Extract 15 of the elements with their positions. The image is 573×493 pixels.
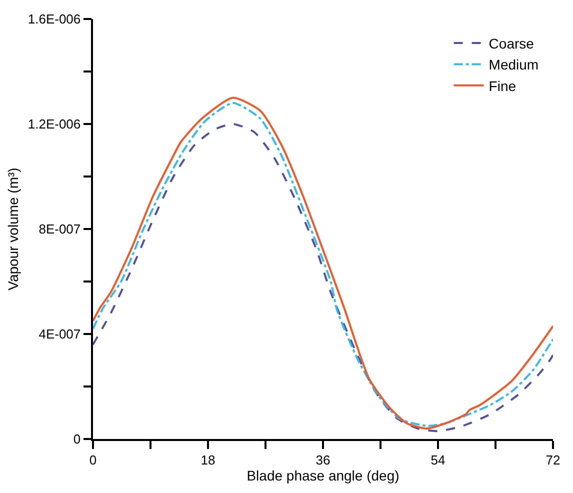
- x-axis-title: Blade phase angle (deg): [246, 467, 400, 484]
- x-tick-label: 54: [430, 452, 446, 468]
- legend-label: Coarse: [488, 35, 534, 52]
- y-tick-label: 8E-007: [38, 222, 81, 237]
- x-tick-label: 18: [200, 452, 216, 468]
- legend-label: Medium: [488, 56, 539, 73]
- y-tick-label: 0: [73, 432, 81, 447]
- y-tick-label: 1.6E-006: [28, 12, 81, 27]
- y-axis-title: Vapour volume (m³): [4, 168, 21, 290]
- y-tick-label: 1.2E-006: [28, 116, 81, 132]
- x-tick-label: 36: [316, 452, 330, 468]
- legend-label: Fine: [488, 78, 516, 94]
- x-tick-label: 0: [89, 452, 97, 468]
- y-tick-label: 4E-007: [38, 326, 81, 342]
- x-tick-label: 72: [546, 452, 560, 468]
